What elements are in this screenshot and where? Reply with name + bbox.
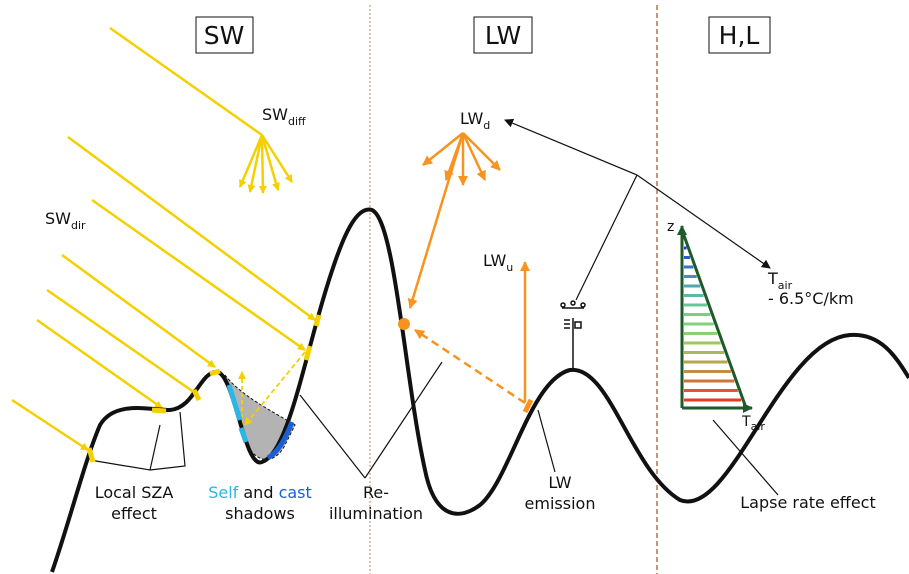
and-word: and [243, 483, 273, 502]
leader-lines [89, 118, 779, 496]
terrain [50, 207, 909, 573]
section-label: LW [485, 21, 521, 50]
subscript: u [506, 261, 513, 274]
annotation: Lapse rate effect [740, 493, 876, 512]
lw-point [398, 318, 410, 330]
annotation: effect [111, 504, 157, 523]
axis-label: Tair [741, 414, 765, 433]
annotation: emission [525, 494, 596, 513]
annotation: illumination [329, 504, 423, 523]
flux-label: LWu [483, 251, 513, 274]
flux-label: SWdiff [262, 105, 306, 128]
annotation: Re- [363, 483, 389, 502]
section-box [473, 16, 533, 54]
symbol: SW [45, 209, 71, 228]
flux-label: SWdir [45, 209, 86, 232]
lapse-value: - 6.5°C/km [768, 289, 854, 308]
symbol: T [741, 414, 751, 430]
lw-arrows [407, 132, 530, 405]
symbol: LW [483, 251, 506, 270]
section-box [708, 16, 771, 54]
shadow-area [224, 374, 296, 460]
symbol: LW [460, 109, 483, 128]
cast-word: cast [279, 483, 312, 502]
profile-axes [677, 225, 753, 413]
station-icon [560, 300, 586, 370]
annotation: Local SZA [95, 483, 174, 502]
subscript: air [778, 279, 793, 292]
annotation: LW [548, 473, 571, 492]
flux-label: LWd [460, 109, 490, 132]
subscript: diff [288, 115, 306, 128]
lapse-profile [684, 246, 742, 402]
self-word: Self [208, 483, 238, 502]
terrain-highlights [86, 314, 534, 463]
symbol: T [767, 269, 778, 288]
axis-label: z [667, 219, 674, 235]
section-label: H,L [719, 21, 760, 50]
symbol: SW [262, 105, 288, 124]
subscript: d [483, 119, 490, 132]
annotation: Self and cast [208, 483, 312, 502]
subscript: air [751, 420, 766, 433]
section-label: SW [204, 21, 245, 50]
section-box [195, 16, 254, 54]
sw-rays [11, 26, 316, 452]
annotation: shadows [225, 504, 295, 523]
tair-label: Tair [767, 269, 793, 292]
subscript: dir [71, 219, 86, 232]
